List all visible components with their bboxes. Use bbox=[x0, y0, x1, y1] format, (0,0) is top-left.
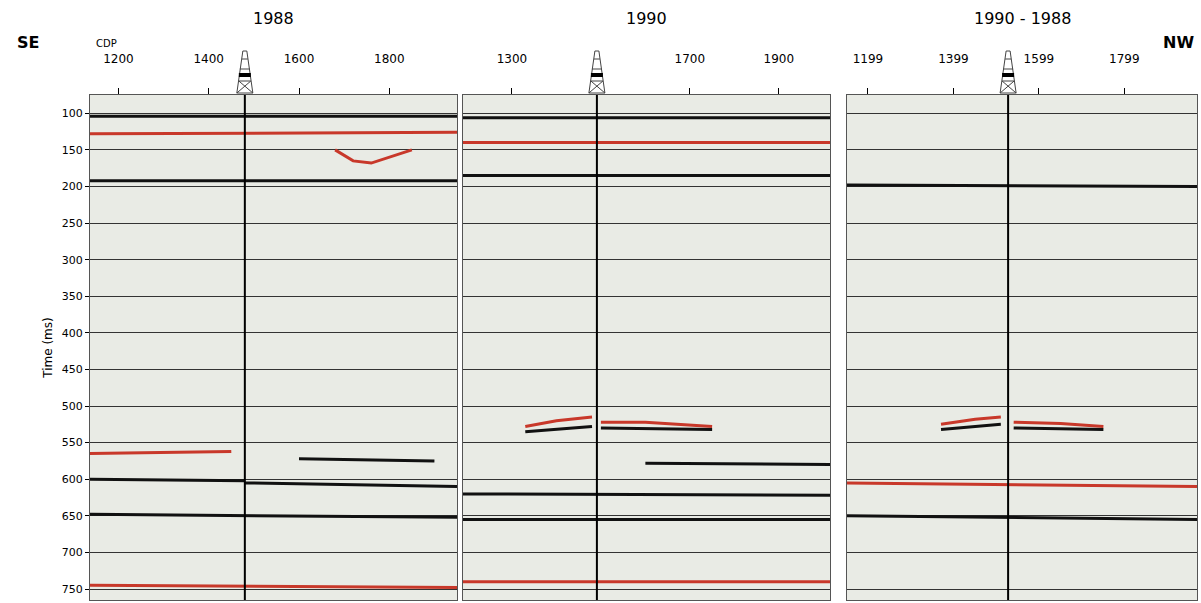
svg-text:100: 100 bbox=[62, 107, 83, 120]
svg-text:150: 150 bbox=[62, 144, 83, 157]
svg-text:SE: SE bbox=[17, 33, 39, 52]
svg-text:1199: 1199 bbox=[853, 52, 884, 66]
svg-text:1599: 1599 bbox=[1024, 52, 1055, 66]
svg-text:250: 250 bbox=[62, 217, 83, 230]
svg-text:1799: 1799 bbox=[1109, 52, 1140, 66]
svg-text:700: 700 bbox=[62, 546, 83, 559]
svg-text:550: 550 bbox=[62, 436, 83, 449]
svg-text:Time (ms): Time (ms) bbox=[41, 317, 55, 379]
svg-text:1600: 1600 bbox=[284, 52, 315, 66]
svg-text:1990: 1990 bbox=[626, 9, 667, 28]
svg-text:350: 350 bbox=[62, 290, 83, 303]
svg-text:1400: 1400 bbox=[193, 52, 224, 66]
svg-text:1988: 1988 bbox=[253, 9, 294, 28]
svg-text:1200: 1200 bbox=[103, 52, 134, 66]
svg-text:1399: 1399 bbox=[938, 52, 969, 66]
svg-text:1900: 1900 bbox=[764, 52, 795, 66]
svg-text:600: 600 bbox=[62, 473, 83, 486]
svg-text:1300: 1300 bbox=[497, 52, 528, 66]
svg-text:NW: NW bbox=[1163, 33, 1194, 52]
svg-text:200: 200 bbox=[62, 180, 83, 193]
svg-text:400: 400 bbox=[62, 327, 83, 340]
svg-text:650: 650 bbox=[62, 510, 83, 523]
svg-text:300: 300 bbox=[62, 254, 83, 267]
svg-text:1800: 1800 bbox=[374, 52, 405, 66]
svg-text:1700: 1700 bbox=[675, 52, 706, 66]
svg-text:450: 450 bbox=[62, 363, 83, 376]
svg-text:CDP: CDP bbox=[96, 38, 117, 49]
svg-text:1990 - 1988: 1990 - 1988 bbox=[974, 9, 1071, 28]
svg-text:750: 750 bbox=[62, 583, 83, 596]
svg-text:500: 500 bbox=[62, 400, 83, 413]
